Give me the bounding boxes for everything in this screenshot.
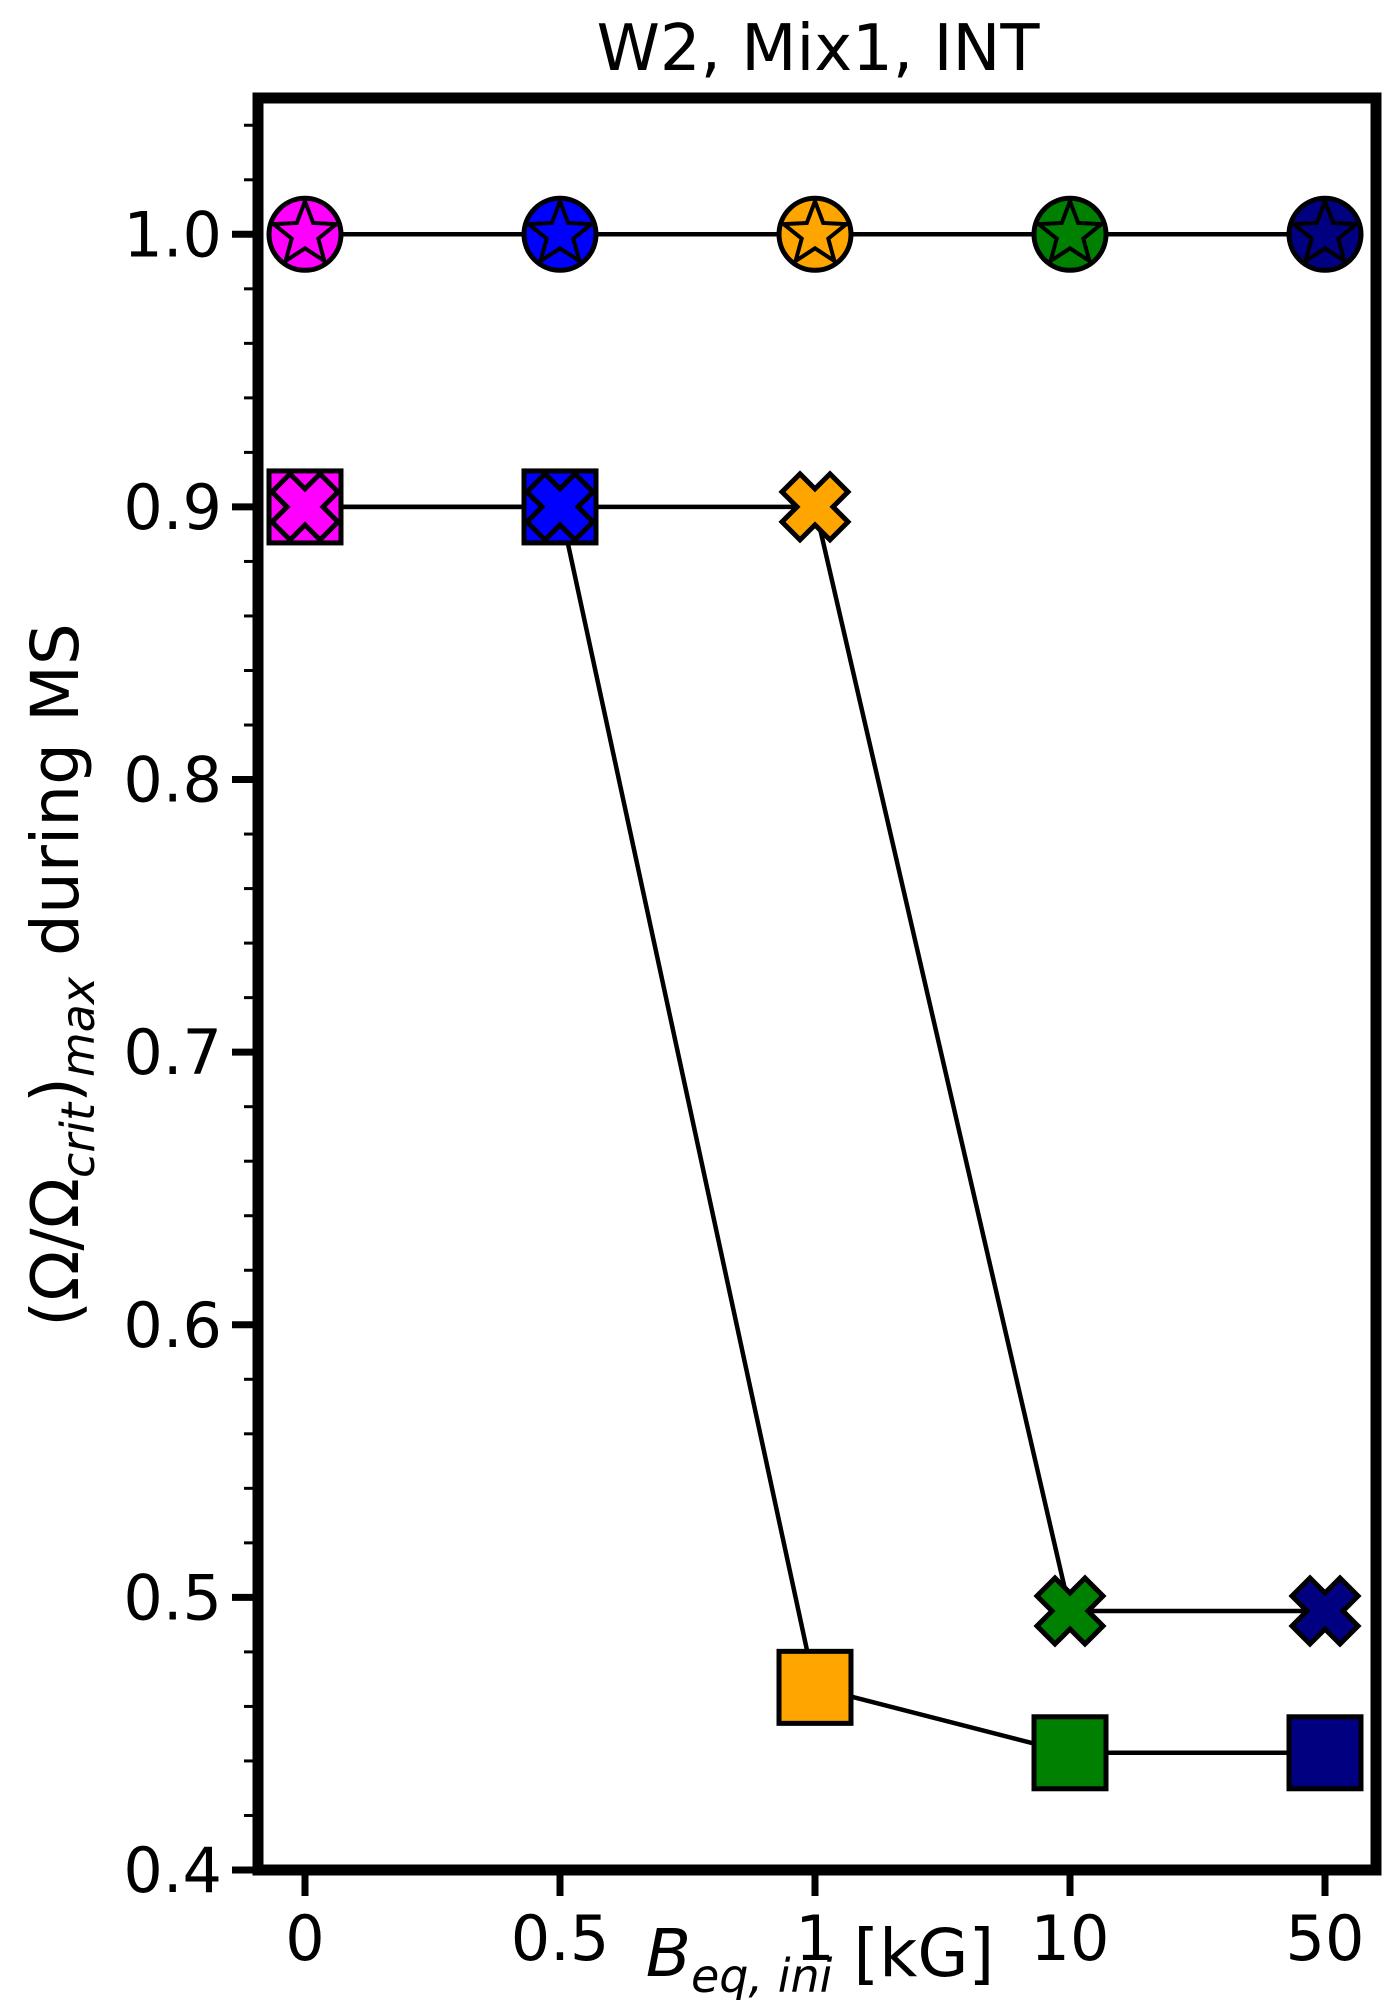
y-axis-label: (Ω/Ωcrit)max during MS bbox=[17, 623, 105, 1327]
plot-frame bbox=[252, 92, 1382, 1876]
x-tick-label: 1 bbox=[795, 1902, 834, 1975]
series-line bbox=[305, 504, 1325, 1614]
series-line bbox=[305, 504, 1325, 1756]
x-tick-label: 0 bbox=[285, 1902, 324, 1975]
y-tick-label: 0.4 bbox=[123, 1834, 222, 1907]
y-tick-label: 0.9 bbox=[123, 471, 222, 544]
data-point-star bbox=[523, 195, 597, 266]
y-tick-label: 1.0 bbox=[123, 198, 222, 271]
plot-area bbox=[266, 195, 1364, 1792]
y-tick-label: 0.8 bbox=[123, 744, 222, 817]
x-axis: 0 0.5 1 10 50 bbox=[285, 1870, 1364, 1975]
data-point-cross bbox=[523, 470, 597, 544]
x-tick-label: 50 bbox=[1286, 1902, 1365, 1975]
y-tick-label: 0.7 bbox=[123, 1016, 222, 1089]
y-axis: 0.4 0.5 0.6 0.7 0.8 0.9 1.0 bbox=[123, 123, 258, 1907]
data-point-cross bbox=[268, 470, 342, 544]
data-point-star bbox=[778, 195, 852, 266]
y-tick-label: 0.6 bbox=[123, 1289, 222, 1362]
y-tick-label: 0.5 bbox=[123, 1561, 222, 1634]
x-tick-label: 10 bbox=[1031, 1902, 1110, 1975]
data-point-square bbox=[1031, 1714, 1109, 1792]
x-axis-label: Beq, ini [kG] bbox=[646, 1915, 995, 2000]
data-point-cross bbox=[1288, 1574, 1362, 1648]
data-point-star bbox=[1288, 195, 1362, 266]
data-point-star bbox=[268, 195, 342, 266]
chart-title: W2, Mix1, INT bbox=[597, 12, 1041, 86]
data-point-star bbox=[1033, 195, 1107, 266]
x-tick-label: 0.5 bbox=[511, 1902, 610, 1975]
data-point-cross bbox=[778, 470, 852, 544]
data-point-cross bbox=[1033, 1574, 1107, 1648]
data-point-square bbox=[1286, 1714, 1364, 1792]
data-point-square bbox=[776, 1648, 854, 1726]
